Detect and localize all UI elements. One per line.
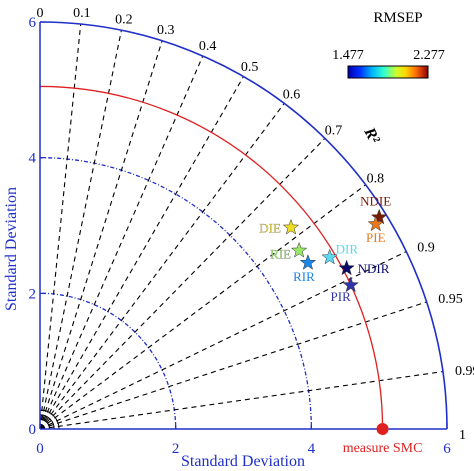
correlation-line-0.95 bbox=[39, 301, 427, 430]
data-points: NDIE PIE DIE RIE DIR RIR NDIR PIR bbox=[259, 193, 391, 304]
point-pie bbox=[367, 215, 385, 232]
correlation-line-0.7 bbox=[39, 137, 326, 430]
correlation-line-0.99 bbox=[39, 371, 444, 430]
point-label-dir: DIR bbox=[336, 241, 359, 256]
correlation-line-0.4 bbox=[39, 55, 204, 430]
correlation-line-0.6 bbox=[39, 103, 285, 430]
correlation-tick-label-0.99: 0.99 bbox=[455, 364, 474, 379]
correlation-line-0.9 bbox=[39, 251, 407, 430]
std-arc-2 bbox=[39, 292, 177, 430]
point-rir bbox=[299, 254, 317, 270]
correlation-tick-label-0.8: 0.8 bbox=[367, 171, 385, 186]
reference-point: measure SMC bbox=[343, 423, 423, 456]
correlation-tick-label-0.9: 0.9 bbox=[417, 240, 435, 255]
correlation-line-0.1 bbox=[39, 23, 82, 430]
correlation-tick-label-0.1: 0.1 bbox=[73, 6, 91, 21]
origin-mini-arc-1 bbox=[39, 419, 50, 430]
point-die bbox=[282, 218, 300, 235]
correlation-tick-label-0.95: 0.95 bbox=[438, 292, 463, 307]
correlation-line-0.8 bbox=[39, 184, 366, 430]
correlation-tick-label-0.3: 0.3 bbox=[157, 23, 175, 38]
point-label-pir: PIR bbox=[331, 289, 352, 304]
grid bbox=[39, 23, 444, 430]
correlation-tick-label-0.2: 0.2 bbox=[115, 12, 133, 27]
correlation-line-0.2 bbox=[39, 30, 122, 430]
colorbar-title: RMSEP bbox=[373, 10, 422, 26]
colorbar-gradient bbox=[347, 65, 429, 79]
point-pir bbox=[342, 276, 359, 293]
x-tick-label-0: 0 bbox=[36, 441, 44, 457]
y-tick-label-2: 2 bbox=[29, 286, 37, 302]
correlation-tick-label-0.5: 0.5 bbox=[241, 60, 259, 75]
y-tick-label-6: 6 bbox=[29, 15, 37, 31]
x-tick-label-6: 6 bbox=[443, 441, 451, 457]
correlation-tick-label-0.7: 0.7 bbox=[325, 124, 343, 139]
origin-mini-arc-3 bbox=[39, 409, 60, 430]
correlation-line-0.3 bbox=[39, 40, 163, 430]
outer-arc bbox=[39, 21, 448, 430]
reference-std-arc bbox=[39, 85, 384, 430]
correlation-tick-label-0.6: 0.6 bbox=[283, 88, 301, 103]
colorbar-max-label: 2.277 bbox=[413, 48, 445, 63]
x-tick-label-4: 4 bbox=[308, 441, 316, 457]
y-axis-label: Standard Deviation bbox=[3, 187, 20, 311]
y-tick-label-0: 0 bbox=[29, 422, 37, 438]
point-label-rir: RIR bbox=[293, 269, 315, 284]
colorbar: RMSEP 1.477 2.277 bbox=[332, 10, 445, 79]
point-ndir bbox=[338, 259, 355, 276]
colorbar-min-label: 1.477 bbox=[332, 48, 364, 63]
point-label-pie: PIE bbox=[366, 230, 386, 245]
point-ndie bbox=[370, 208, 388, 225]
reference-marker bbox=[376, 423, 389, 435]
x-tick-label-2: 2 bbox=[172, 441, 180, 457]
std-arc-4 bbox=[39, 157, 312, 430]
y-tick-label-4: 4 bbox=[29, 151, 37, 167]
correlation-line-0.5 bbox=[39, 76, 244, 430]
reference-label: measure SMC bbox=[343, 441, 423, 456]
correlation-tick-label-1: 1 bbox=[459, 428, 466, 443]
point-label-ndie: NDIE bbox=[360, 193, 391, 208]
origin-mini-arc-2 bbox=[39, 414, 55, 430]
x-axis-label: Standard Deviation bbox=[181, 453, 305, 470]
correlation-tick-label-0: 0 bbox=[37, 6, 44, 21]
correlation-axis-label: R² bbox=[360, 124, 383, 148]
point-label-rie: RIE bbox=[270, 247, 291, 262]
point-rie bbox=[290, 241, 308, 258]
point-label-die: DIE bbox=[259, 221, 281, 236]
correlation-tick-label-0.4: 0.4 bbox=[199, 39, 217, 54]
point-dir bbox=[321, 248, 338, 265]
point-label-ndir: NDIR bbox=[358, 261, 390, 276]
